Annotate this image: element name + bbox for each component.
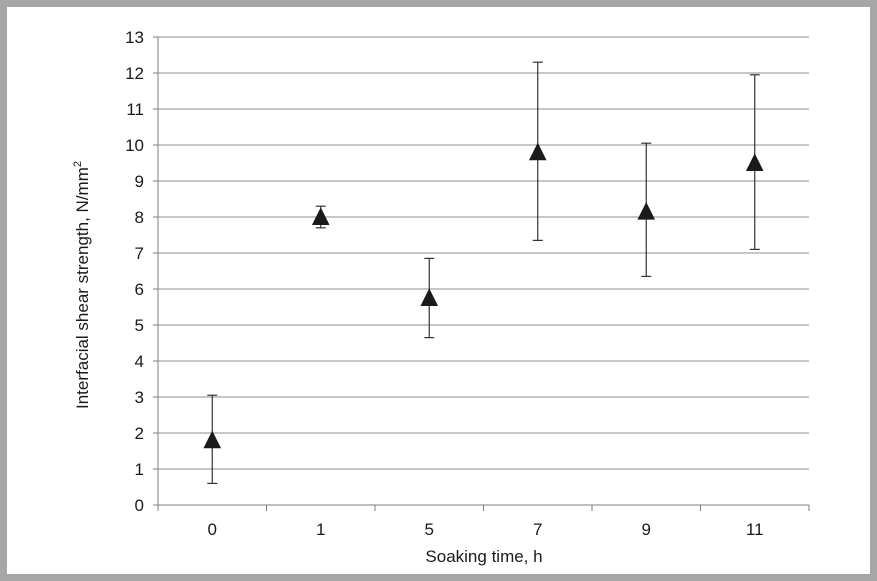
y-tick-label: 3: [135, 388, 144, 407]
data-point-triangle: [203, 430, 222, 449]
axes: [153, 36, 810, 511]
x-tick-label: 9: [642, 520, 651, 539]
y-tick-label: 4: [135, 352, 144, 371]
x-tick-label: 0: [208, 520, 217, 539]
x-tick-label: 1: [316, 520, 325, 539]
y-tick-label: 8: [135, 208, 144, 227]
data-points: [203, 142, 764, 449]
y-tick-label: 9: [135, 172, 144, 191]
x-axis-title: Soaking time, h: [425, 547, 542, 566]
x-tick-label: 7: [533, 520, 542, 539]
data-point-triangle: [745, 153, 764, 171]
data-point-triangle: [311, 207, 330, 225]
error-bars: [207, 61, 760, 484]
y-tick-label: 0: [135, 496, 144, 515]
y-tick-label: 12: [125, 64, 144, 83]
y-tick-label: 11: [126, 100, 144, 119]
y-tick-label: 2: [135, 424, 144, 443]
y-axis-title-main: Interfacial shear strength, N/mm: [73, 167, 92, 409]
gridlines: [158, 36, 809, 470]
y-tick-label: 1: [135, 460, 144, 479]
y-tick-label: 6: [135, 280, 144, 299]
x-tick-labels: 0 1 5 7 9 11: [208, 520, 764, 539]
y-axis-title-superscript: 2: [72, 161, 84, 167]
data-point-triangle: [637, 201, 656, 220]
y-tick-label: 10: [125, 136, 144, 155]
x-tick-label: 5: [425, 520, 434, 539]
y-tick-label: 13: [125, 28, 144, 47]
y-tick-label: 5: [135, 316, 144, 335]
data-point-triangle: [420, 288, 439, 306]
data-point-triangle: [528, 142, 547, 161]
y-axis-title: Interfacial shear strength, N/mm2: [72, 161, 92, 409]
y-tick-label: 7: [135, 244, 144, 263]
x-tick-label: 11: [746, 520, 764, 539]
